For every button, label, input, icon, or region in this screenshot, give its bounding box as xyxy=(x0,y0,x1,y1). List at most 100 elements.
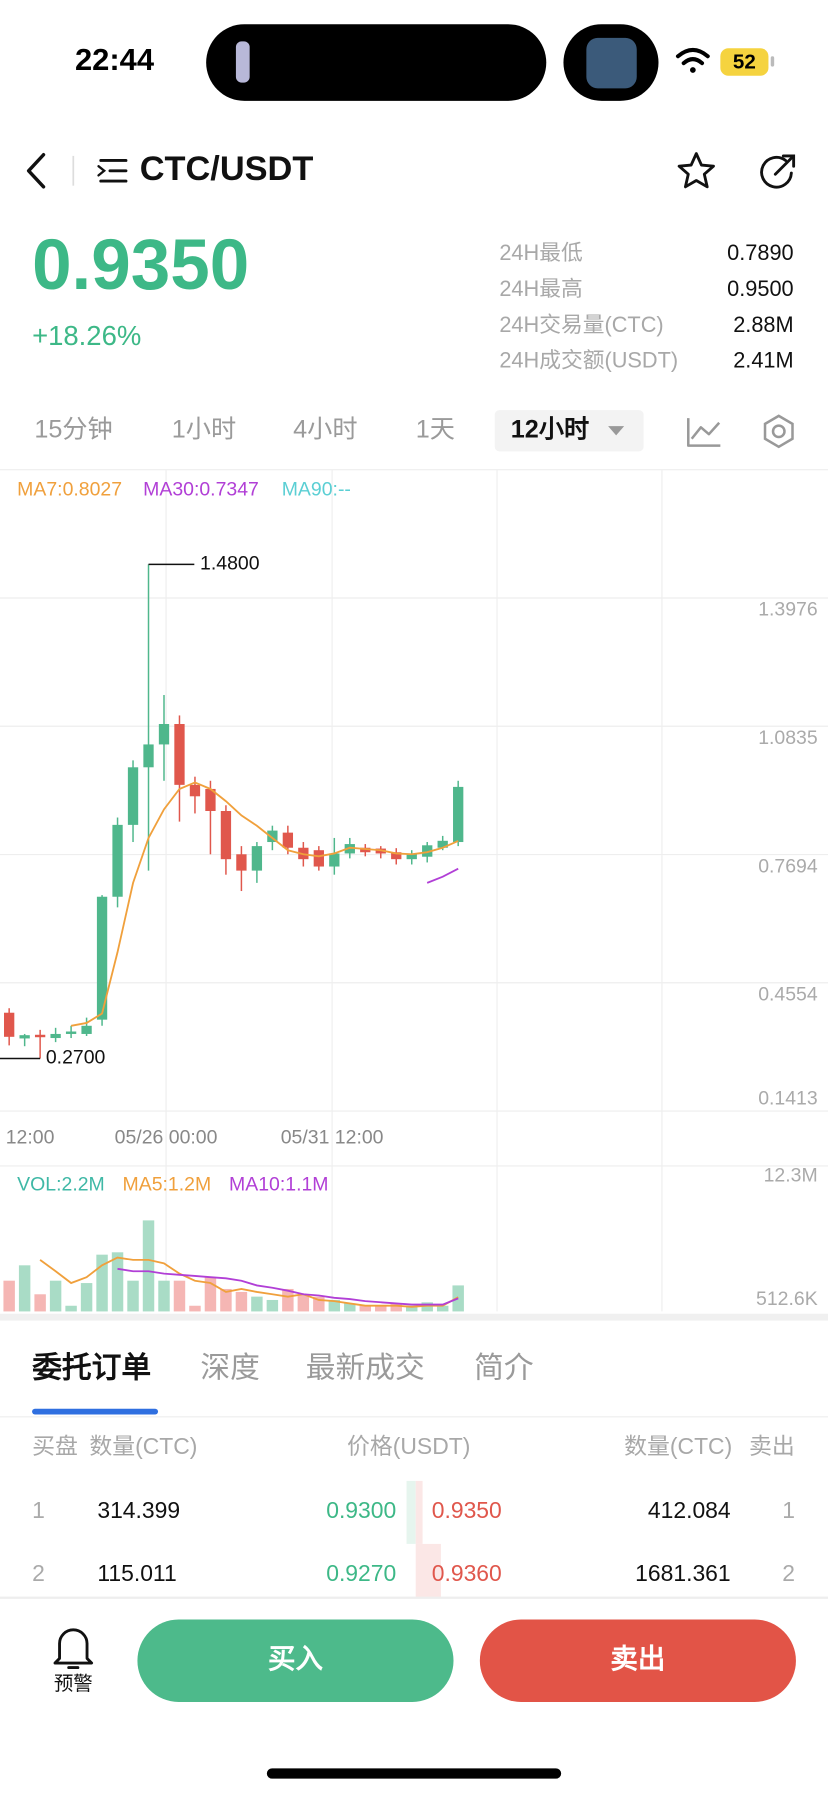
candle-body xyxy=(205,788,216,811)
order-book: 买盘 数量(CTC) 价格(USDT) 数量(CTC) 卖出1 314.399 0.9300… xyxy=(32,1433,795,1586)
candle-body xyxy=(282,832,294,848)
volume-bar xyxy=(111,1252,124,1312)
settings-icon[interactable] xyxy=(763,414,794,449)
candle-body xyxy=(143,744,154,768)
buy-button[interactable] xyxy=(137,1619,454,1702)
volume-bar xyxy=(235,1291,248,1312)
legend-item: MA10:1.1M xyxy=(229,1174,328,1196)
candle-body xyxy=(313,850,324,867)
volume-bar xyxy=(127,1280,139,1312)
volume-bar xyxy=(390,1303,402,1312)
order-cell: 0.9350 xyxy=(432,1497,502,1523)
timeframe-option[interactable]: 4小时 xyxy=(293,415,357,443)
volume-ma-line xyxy=(39,1256,459,1308)
candle-body xyxy=(50,1033,61,1039)
flashlight-icon xyxy=(235,41,250,83)
y-tick-label: 1.0835 xyxy=(758,727,818,749)
column-header: 卖出 xyxy=(749,1433,795,1459)
candle-body xyxy=(251,846,263,871)
order-tabs: 委托订单 深度 最新成交 简介 xyxy=(32,1352,534,1415)
volume-bar xyxy=(313,1296,325,1312)
extreme-label: 1.4800 xyxy=(200,552,260,574)
dynamic-island xyxy=(206,24,547,101)
candle-body xyxy=(344,844,355,854)
y-tick-label: 1.3976 xyxy=(758,599,818,621)
column-header: 数量(CTC) xyxy=(624,1433,732,1459)
order-tab[interactable]: 最新成交 xyxy=(306,1352,425,1385)
stat-label: 24H最高 xyxy=(499,276,582,301)
candle-body xyxy=(4,1012,15,1037)
y-tick-label: 0.4554 xyxy=(758,983,818,1005)
volume-bar xyxy=(65,1305,77,1312)
buy-label[interactable]: 买入 xyxy=(268,1643,323,1674)
extreme-label: 0.2700 xyxy=(46,1047,106,1069)
volume-bar xyxy=(173,1280,186,1312)
legend-item: MA90:-- xyxy=(282,478,351,500)
volume-bar xyxy=(266,1299,279,1312)
alert-label[interactable]: 预警 xyxy=(54,1673,93,1695)
share-button[interactable] xyxy=(760,154,796,189)
legend-item: MA5:1.2M xyxy=(123,1174,212,1196)
battery-tip xyxy=(770,56,775,67)
volume-bar xyxy=(80,1283,93,1312)
sell-label[interactable]: 卖出 xyxy=(610,1643,665,1674)
candle-body xyxy=(127,767,139,825)
candle-body xyxy=(174,724,185,785)
stat-label: 24H成交额(USDT) xyxy=(499,348,678,373)
volume-bar xyxy=(34,1294,46,1312)
candle-body xyxy=(267,830,278,843)
battery xyxy=(720,48,769,76)
x-tick-label: 12:00 xyxy=(6,1127,55,1149)
candle-body xyxy=(96,896,108,1020)
order-cell: 0.9300 xyxy=(326,1497,396,1523)
volume-chart: VOL:2.2M MA5:1.2M MA10:1.1M 12.3M 512.6K xyxy=(3,1164,818,1312)
timeframe-option[interactable]: 12小时 xyxy=(511,415,589,443)
order-cell: 0.9360 xyxy=(432,1560,502,1586)
stat-value: 0.9500 xyxy=(727,276,794,301)
volume-bar xyxy=(96,1254,108,1312)
order-cell: 2 xyxy=(782,1560,795,1586)
order-panel xyxy=(0,1317,828,1604)
candle-body xyxy=(65,1031,77,1034)
timeframe-option[interactable]: 15分钟 xyxy=(34,415,112,443)
candle-body xyxy=(220,810,232,860)
order-cell: 0.9270 xyxy=(326,1560,396,1586)
favorite-button[interactable] xyxy=(677,152,715,189)
order-cell: 1 xyxy=(782,1497,795,1523)
bid-depth-bar xyxy=(406,1480,416,1544)
tab-underline xyxy=(32,1408,159,1415)
candle-body xyxy=(329,853,340,867)
stat-label: 24H交易量(CTC) xyxy=(499,312,663,337)
legend-item: MA7:0.8027 xyxy=(17,478,122,500)
sell-button[interactable] xyxy=(479,1619,796,1702)
candle-body xyxy=(81,1025,92,1034)
volume-bar xyxy=(406,1305,418,1312)
order-cell: 412.084 xyxy=(648,1497,731,1523)
volume-bar xyxy=(220,1288,232,1312)
pair-list-icon[interactable] xyxy=(97,159,128,183)
timeframe-dropdown-arrow xyxy=(608,426,625,436)
candle-body xyxy=(437,840,448,848)
volume-bar xyxy=(18,1265,31,1312)
timeframe-option[interactable]: 1天 xyxy=(416,415,455,443)
volume-bar xyxy=(49,1280,62,1312)
back-button[interactable] xyxy=(26,153,46,189)
volume-bar xyxy=(375,1305,387,1312)
volume-bar xyxy=(421,1302,433,1312)
y-tick-label: 0.1413 xyxy=(758,1088,818,1110)
home-indicator xyxy=(266,1768,562,1779)
order-tab[interactable]: 简介 xyxy=(474,1352,534,1385)
volume-bar xyxy=(436,1305,449,1312)
alert-bell-icon[interactable] xyxy=(53,1628,94,1670)
volume-bar xyxy=(204,1277,217,1312)
chart-type-icon[interactable] xyxy=(687,418,721,447)
ask-depth-bar xyxy=(415,1480,423,1544)
y-tick-label: 512.6K xyxy=(756,1288,818,1310)
settings-icon-center xyxy=(771,424,786,439)
timeframe-option[interactable]: 1小时 xyxy=(172,415,236,443)
order-tab[interactable]: 委托订单 xyxy=(32,1352,151,1385)
x-tick-label: 05/26 00:00 xyxy=(115,1127,218,1149)
candle-body xyxy=(158,724,170,745)
order-tab[interactable]: 深度 xyxy=(200,1352,260,1385)
